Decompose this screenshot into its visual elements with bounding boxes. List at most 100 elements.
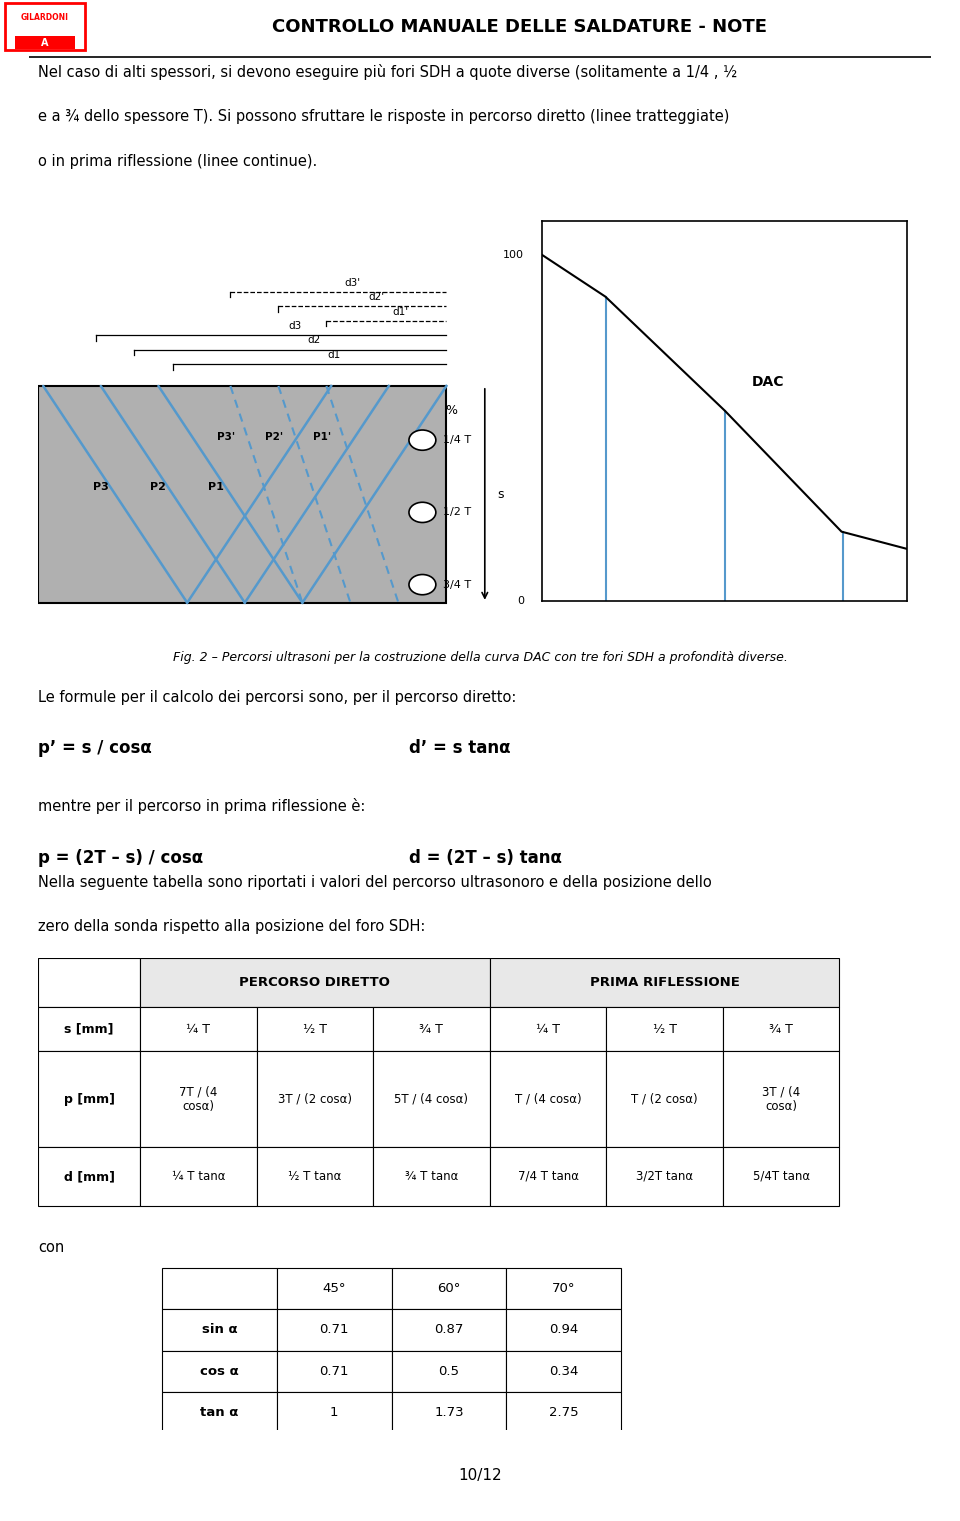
Bar	[373, 1051, 490, 1147]
Text: 0.87: 0.87	[435, 1323, 464, 1337]
Text: d2': d2'	[369, 292, 385, 303]
Bar	[723, 1147, 839, 1206]
Text: d = (2T – s) tanα: d = (2T – s) tanα	[409, 849, 563, 867]
Bar	[607, 1051, 723, 1147]
Text: e a ¾ dello spessore T). Si possono sfruttare le risposte in percorso diretto (l: e a ¾ dello spessore T). Si possono sfru…	[38, 110, 730, 123]
Text: s [mm]: s [mm]	[64, 1024, 114, 1036]
Bar	[276, 1310, 392, 1351]
Text: 45°: 45°	[323, 1282, 346, 1294]
Bar	[38, 1051, 140, 1147]
Text: d2: d2	[308, 336, 321, 345]
Text: d3: d3	[289, 321, 301, 332]
Text: 3T / (2 cosα): 3T / (2 cosα)	[277, 1092, 352, 1106]
Text: 0.34: 0.34	[549, 1364, 579, 1378]
Circle shape	[409, 502, 436, 523]
Text: Fig. 2 – Percorsi ultrasoni per la costruzione della curva DAC con tre fori SDH : Fig. 2 – Percorsi ultrasoni per la costr…	[173, 651, 787, 665]
Bar	[256, 1051, 373, 1147]
Text: ¾ T: ¾ T	[769, 1024, 793, 1036]
Text: P3': P3'	[217, 432, 234, 441]
Text: ½ T tanα: ½ T tanα	[288, 1170, 342, 1183]
Text: 5/4T tanα: 5/4T tanα	[753, 1170, 809, 1183]
Text: P2': P2'	[265, 432, 282, 441]
Bar	[507, 1267, 621, 1310]
Text: 0.71: 0.71	[320, 1323, 349, 1337]
Text: 5T / (4 cosα): 5T / (4 cosα)	[395, 1092, 468, 1106]
Text: ¾ T tanα: ¾ T tanα	[405, 1170, 458, 1183]
Text: 60°: 60°	[438, 1282, 461, 1294]
Text: 1/4 T: 1/4 T	[443, 435, 470, 446]
Text: d3': d3'	[345, 278, 361, 287]
Bar	[276, 1267, 392, 1310]
Text: P1: P1	[208, 482, 224, 493]
Circle shape	[409, 430, 436, 450]
Text: zero della sonda rispetto alla posizione del foro SDH:: zero della sonda rispetto alla posizione…	[38, 919, 426, 934]
Text: 10/12: 10/12	[458, 1468, 502, 1483]
Bar	[392, 1310, 507, 1351]
Text: T / (2 cosα): T / (2 cosα)	[632, 1092, 698, 1106]
Text: s: s	[497, 488, 503, 500]
Text: 0.71: 0.71	[320, 1364, 349, 1378]
Bar	[507, 1392, 621, 1434]
Bar	[490, 1007, 607, 1051]
Text: Nella seguente tabella sono riportati i valori del percorso ultrasonoro e della : Nella seguente tabella sono riportati i …	[38, 876, 712, 890]
Bar	[507, 1310, 621, 1351]
Text: ¾ T: ¾ T	[420, 1024, 444, 1036]
Text: ¼ T: ¼ T	[536, 1024, 560, 1036]
Text: ¼ T tanα: ¼ T tanα	[172, 1170, 225, 1183]
Text: 1: 1	[330, 1407, 339, 1419]
Text: P3: P3	[93, 482, 108, 493]
Text: %: %	[445, 405, 457, 417]
Bar	[162, 1392, 276, 1434]
Bar	[256, 1147, 373, 1206]
Bar	[507, 1351, 621, 1392]
Text: 0.5: 0.5	[439, 1364, 460, 1378]
Text: P1': P1'	[313, 432, 330, 441]
Text: d’ = s tanα: d’ = s tanα	[409, 739, 511, 757]
Text: P2: P2	[151, 482, 166, 493]
Bar	[140, 1007, 256, 1051]
Text: PRIMA RIFLESSIONE: PRIMA RIFLESSIONE	[589, 976, 739, 989]
Bar	[723, 1007, 839, 1051]
Text: 3/2T tanα: 3/2T tanα	[636, 1170, 693, 1183]
Text: d1': d1'	[393, 307, 409, 316]
Bar	[607, 1007, 723, 1051]
Bar	[607, 1147, 723, 1206]
Text: 1/2 T: 1/2 T	[443, 508, 470, 517]
Text: 0.94: 0.94	[549, 1323, 579, 1337]
Text: con: con	[38, 1240, 64, 1255]
Bar	[490, 1051, 607, 1147]
Bar	[38, 386, 446, 602]
Bar	[392, 1351, 507, 1392]
Circle shape	[409, 575, 436, 595]
Text: GILARDONI: GILARDONI	[21, 12, 69, 21]
Text: 0: 0	[517, 596, 524, 605]
Bar	[38, 1147, 140, 1206]
Text: p = (2T – s) / cosα: p = (2T – s) / cosα	[38, 849, 204, 867]
Text: PERCORSO DIRETTO: PERCORSO DIRETTO	[239, 976, 391, 989]
Text: 100: 100	[503, 249, 524, 260]
Text: d [mm]: d [mm]	[63, 1170, 114, 1183]
Text: d1: d1	[327, 350, 340, 360]
Bar	[15, 37, 75, 49]
Text: Nel caso di alti spessori, si devono eseguire più fori SDH a quote diverse (soli: Nel caso di alti spessori, si devono ese…	[38, 64, 737, 79]
Text: o in prima riflessione (linee continue).: o in prima riflessione (linee continue).	[38, 154, 318, 169]
Text: mentre per il percorso in prima riflessione è:: mentre per il percorso in prima riflessi…	[38, 797, 366, 814]
Text: CONTROLLO MANUALE DELLE SALDATURE - NOTE: CONTROLLO MANUALE DELLE SALDATURE - NOTE	[273, 18, 767, 35]
Bar	[276, 1351, 392, 1392]
Bar	[276, 1392, 392, 1434]
Text: 1.73: 1.73	[434, 1407, 464, 1419]
Bar	[392, 1267, 507, 1310]
Text: p’ = s / cosα: p’ = s / cosα	[38, 739, 152, 757]
Bar	[162, 1351, 276, 1392]
Bar	[140, 1147, 256, 1206]
Text: tan α: tan α	[201, 1407, 239, 1419]
Text: ¼ T: ¼ T	[186, 1024, 210, 1036]
Text: 3T / (4
cosα): 3T / (4 cosα)	[762, 1086, 801, 1113]
Bar	[373, 1007, 490, 1051]
Text: 7T / (4
cosα): 7T / (4 cosα)	[180, 1086, 218, 1113]
Bar	[162, 1267, 276, 1310]
Text: p [mm]: p [mm]	[63, 1092, 114, 1106]
Bar	[490, 958, 839, 1007]
Bar	[723, 1051, 839, 1147]
Bar	[373, 1147, 490, 1206]
